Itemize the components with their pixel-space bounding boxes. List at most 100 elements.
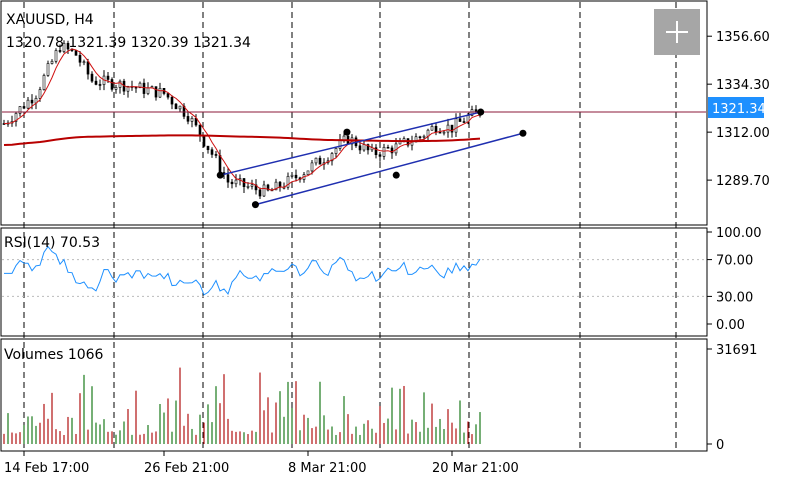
channel-anchor-point (251, 201, 259, 209)
candle-body (82, 61, 86, 64)
candle-body (258, 189, 262, 197)
candle-body (106, 75, 110, 80)
channel-anchor-point (216, 171, 224, 179)
candle-body (114, 87, 118, 90)
candle-body (438, 131, 442, 134)
candle-body (138, 82, 142, 89)
candle-body (142, 82, 146, 94)
candle-body (210, 149, 214, 155)
candle-body (186, 116, 190, 122)
current-price-tag (708, 97, 764, 118)
candle-body (74, 50, 78, 56)
candle-body (274, 181, 278, 191)
candle-body (158, 87, 162, 98)
price-pane[interactable] (0, 0, 708, 226)
rsi-series-line (4, 245, 481, 296)
candle-body (318, 157, 322, 165)
candle-body (126, 86, 130, 92)
candle-body (66, 42, 70, 50)
candle-body (434, 126, 438, 133)
candle-body (154, 86, 158, 98)
channel-lower-line (255, 132, 524, 206)
candle-body (446, 124, 450, 133)
symbol-title: XAUUSD, H4 (6, 12, 94, 28)
candle-body (338, 139, 342, 149)
candle-body (306, 170, 310, 175)
candle-body (178, 105, 182, 110)
candle-body (266, 184, 270, 191)
candle-body (290, 174, 294, 177)
candle-body (430, 126, 434, 131)
candle-body (30, 99, 34, 104)
candle-body (214, 154, 218, 156)
price-tick-label: 1289.70 (716, 174, 770, 189)
drawing-objects (2, 108, 706, 209)
candle-body (58, 50, 62, 52)
fast-ma-line (3, 48, 481, 191)
volume-tick-label: 0 (716, 438, 724, 453)
candle-body (422, 135, 426, 138)
horizontal-grid (2, 259, 706, 297)
candle-body (166, 93, 170, 98)
candle-body (90, 73, 94, 82)
candle-body (50, 60, 54, 64)
price-tick-label: 1312.00 (716, 126, 770, 141)
channel-anchor-point (477, 108, 485, 116)
candle-body (146, 87, 150, 94)
channel-anchor-point (519, 129, 527, 137)
time-tick-label: 14 Feb 17:00 (4, 461, 89, 476)
candle-body (22, 106, 26, 109)
time-tick-label: 8 Mar 21:00 (288, 461, 367, 476)
candle-body (98, 84, 102, 86)
channel-anchor-point (343, 128, 351, 136)
candle-body (18, 106, 22, 114)
candle-body (386, 146, 390, 149)
candle-body (42, 75, 46, 90)
time-axis: 14 Feb 17:00 26 Feb 21:00 8 Mar 21:00 20 Ma… (4, 451, 519, 476)
volume-bars (3, 367, 481, 444)
candle-body (246, 185, 250, 188)
candle-body (38, 89, 42, 99)
ohlc-readout: 1320.78 1321.39 1320.39 1321.34 (6, 35, 251, 51)
volume-pane[interactable] (0, 338, 708, 452)
candle-body (54, 50, 58, 62)
candle-body (110, 79, 114, 90)
rsi-label: RSI(14) 70.53 (4, 235, 100, 251)
candle-body (390, 147, 394, 154)
candle-body (170, 96, 174, 105)
candle-body (234, 179, 238, 185)
candle-body (382, 146, 386, 157)
rsi-tick-label: 70.00 (716, 254, 753, 269)
candle-body (362, 144, 366, 151)
candle-body (198, 124, 202, 137)
candle-body (94, 80, 98, 85)
volume-tick-label: 31691 (716, 343, 757, 358)
candle-body (450, 124, 454, 133)
candle-body (226, 174, 230, 183)
candle-body (462, 121, 466, 123)
candle-body (474, 109, 478, 112)
crosshair-button[interactable] (654, 9, 700, 55)
candle-body (286, 176, 290, 188)
price-axis: 1356.60 1334.30 1312.00 1289.70 100.00 70.00 3… (707, 30, 770, 453)
candle-body (190, 118, 194, 122)
candle-body (14, 113, 18, 122)
candle-body (334, 148, 338, 154)
candle-body (26, 99, 30, 109)
vertical-grid (23, 2, 677, 450)
candle-body (62, 42, 66, 52)
rsi-pane[interactable] (0, 227, 708, 337)
candle-body (314, 157, 318, 164)
candle-body (250, 184, 254, 187)
candle-body (374, 147, 378, 156)
time-tick-label: 20 Mar 21:00 (432, 461, 519, 476)
channel-anchor-point (392, 171, 400, 179)
candle-body (174, 103, 178, 110)
channel-upper-line (220, 111, 481, 176)
rsi-line (4, 245, 481, 296)
candle-body (46, 63, 50, 76)
candle-body (310, 162, 314, 172)
price-tick-label: 1356.60 (716, 30, 770, 45)
candle-body (358, 145, 362, 151)
